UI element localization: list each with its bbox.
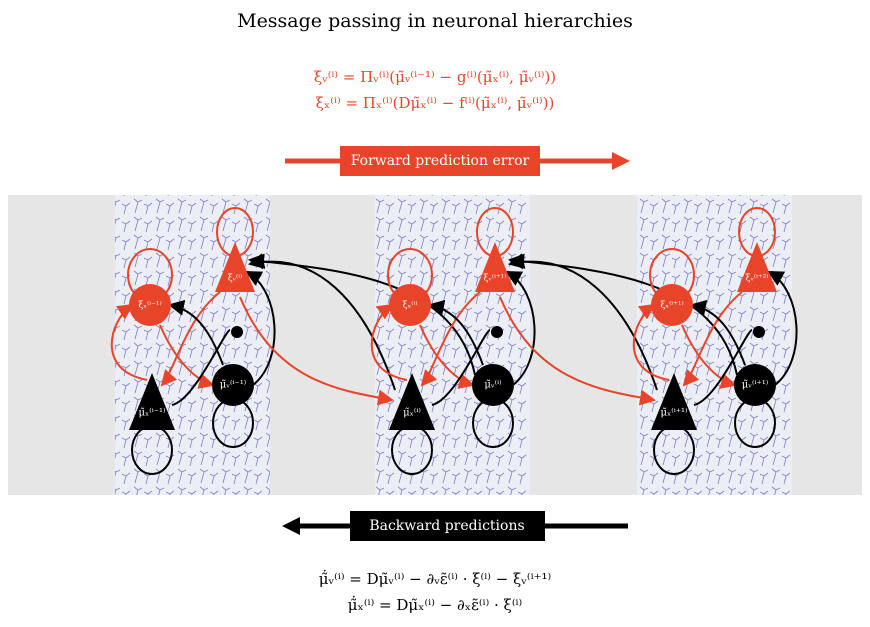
state-node — [389, 373, 435, 430]
cause-node — [212, 364, 254, 406]
equation: ξᵥ⁽ⁱ⁾ = Πᵥ⁽ⁱ⁾(μ̃ᵥ⁽ⁱ⁻¹⁾ − g⁽ⁱ⁾(μ̃ₓ⁽ⁱ⁾, μ̃… — [314, 68, 556, 86]
arrow — [428, 299, 484, 366]
state-node — [129, 373, 175, 430]
error-state-node — [129, 284, 171, 326]
arrow — [681, 324, 737, 389]
star-node — [491, 326, 503, 338]
node-label: ξₓ⁽ⁱ⁾ — [402, 300, 417, 311]
node-label: μ̃ᵥ⁽ⁱ⁺¹⁾ — [742, 380, 768, 391]
state-node — [651, 373, 697, 430]
node-label: μ̃ₓ⁽ⁱ⁾ — [403, 408, 421, 419]
arrow — [159, 324, 215, 389]
arrow — [370, 303, 408, 381]
star-node — [753, 326, 765, 338]
equation: μ̃̇ᵥ⁽ⁱ⁾ = Dμ̃ᵥ⁽ⁱ⁾ − ∂ᵥε̃⁽ⁱ⁾ · ξ⁽ⁱ⁾ − ξᵥ⁽… — [319, 570, 551, 588]
neuron-image — [115, 195, 270, 495]
arrow — [767, 271, 798, 386]
error-state-node — [651, 284, 693, 326]
node-label: μ̃ₓ⁽ⁱ⁺¹⁾ — [661, 408, 688, 419]
star-node — [231, 326, 243, 338]
arrow — [693, 329, 753, 406]
arrow — [171, 329, 231, 406]
node-label: ξᵥ⁽ⁱ⁾ — [228, 273, 243, 284]
arrow — [505, 271, 536, 386]
backward-box — [350, 511, 545, 541]
arrow-head — [282, 517, 300, 535]
equation: ξₓ⁽ⁱ⁾ = Πₓ⁽ⁱ⁾(Dμ̃ₓ⁽ⁱ⁾ − f⁽ⁱ⁾(μ̃ₓ⁽ⁱ⁾, μ̃ᵥ… — [316, 94, 555, 112]
node-label: ξᵥ⁽ⁱ⁺¹⁾ — [484, 273, 507, 284]
arrow — [160, 291, 221, 387]
node-label: μ̃ᵥ⁽ⁱ⁻¹⁾ — [220, 380, 246, 391]
node-label: μ̃ₓ⁽ⁱ⁻¹⁾ — [139, 408, 166, 419]
equation: μ̃̇ₓ⁽ⁱ⁾ = Dμ̃ₓ⁽ⁱ⁾ − ∂ₓε̃⁽ⁱ⁾ · ξ⁽ⁱ⁾ — [348, 596, 522, 614]
arrow-head — [612, 152, 630, 170]
title: Message passing in neuronal hierarchies — [237, 10, 633, 32]
arrow — [239, 296, 394, 406]
node-label: ξₓ⁽ⁱ⁺¹⁾ — [660, 300, 683, 311]
neuron-image — [637, 195, 792, 495]
arrow — [682, 291, 743, 387]
arrow — [245, 271, 276, 386]
arrow — [632, 303, 670, 381]
node-label: μ̃ᵥ⁽ⁱ⁾ — [484, 380, 501, 391]
columns: ξₓ⁽ⁱ⁻¹⁾ ξᵥ⁽ⁱ⁾ μ̃ᵥ⁽ⁱ⁻¹⁾ μ̃ₓ⁽ⁱ⁻¹⁾ ξₓ⁽ⁱ⁾ ξᵥ⁽ⁱ⁺¹⁾… — [110, 195, 798, 495]
node-label: ξₓ⁽ⁱ⁻¹⁾ — [138, 300, 161, 311]
error-cause-node — [737, 242, 777, 292]
arrow — [431, 329, 491, 406]
error-cause-node — [215, 242, 255, 292]
arrow — [420, 291, 481, 387]
arrow — [690, 299, 746, 366]
forward-box — [340, 146, 540, 176]
forward-label: Forward prediction error — [351, 153, 530, 169]
arrow — [110, 303, 148, 381]
error-cause-node — [475, 242, 515, 292]
cause-node — [734, 364, 776, 406]
backward-label: Backward predictions — [369, 518, 524, 534]
neuron-image — [375, 195, 530, 495]
arrow — [419, 324, 475, 389]
arrow — [168, 299, 224, 366]
arrow — [499, 296, 656, 406]
error-state-node — [389, 284, 431, 326]
cause-node — [472, 364, 514, 406]
node-label: ξᵥ⁽ⁱ⁺²⁾ — [746, 273, 769, 284]
